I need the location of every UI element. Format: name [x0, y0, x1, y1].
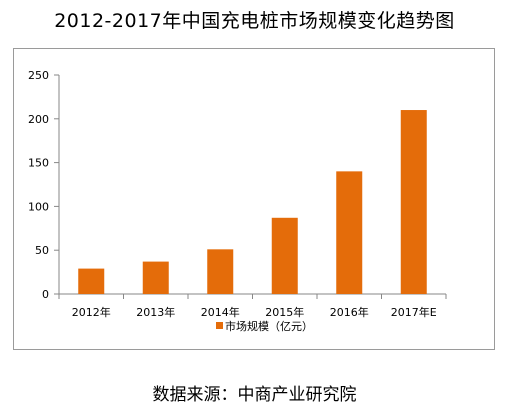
chart-bars — [78, 110, 427, 294]
bar — [271, 217, 298, 294]
bar — [142, 261, 169, 294]
y-tick-label: 150 — [28, 157, 49, 170]
legend-swatch — [216, 322, 223, 329]
chart-legend: 市场规模（亿元） — [216, 319, 313, 333]
bar — [400, 110, 427, 294]
x-axis-labels: 2012年 2013年 2014年 2015年 2016年 2017年E — [72, 305, 437, 319]
chart-axes — [58, 75, 447, 299]
bar — [336, 171, 363, 294]
bar — [78, 268, 105, 294]
y-tick-label: 0 — [42, 288, 49, 301]
data-source: 数据来源：中商产业研究院 — [152, 385, 357, 405]
chart-frame — [13, 48, 495, 350]
x-tick-label: 2015年 — [265, 305, 304, 319]
y-tick-label: 200 — [28, 113, 49, 126]
x-tick-label: 2017年E — [391, 305, 437, 319]
x-tick-label: 2016年 — [330, 305, 369, 319]
chart-title: 2012-2017年中国充电桩市场规模变化趋势图 — [54, 10, 455, 32]
x-tick-label: 2012年 — [72, 305, 111, 319]
y-tick-label: 100 — [28, 200, 49, 213]
bar — [207, 249, 234, 294]
y-axis-ticks: 0 50 100 150 200 250 — [28, 69, 59, 301]
legend-label: 市场规模（亿元） — [225, 319, 313, 333]
x-tick-label: 2013年 — [136, 305, 175, 319]
y-tick-label: 50 — [35, 244, 49, 257]
y-tick-label: 250 — [28, 69, 49, 82]
x-tick-label: 2014年 — [201, 305, 240, 319]
